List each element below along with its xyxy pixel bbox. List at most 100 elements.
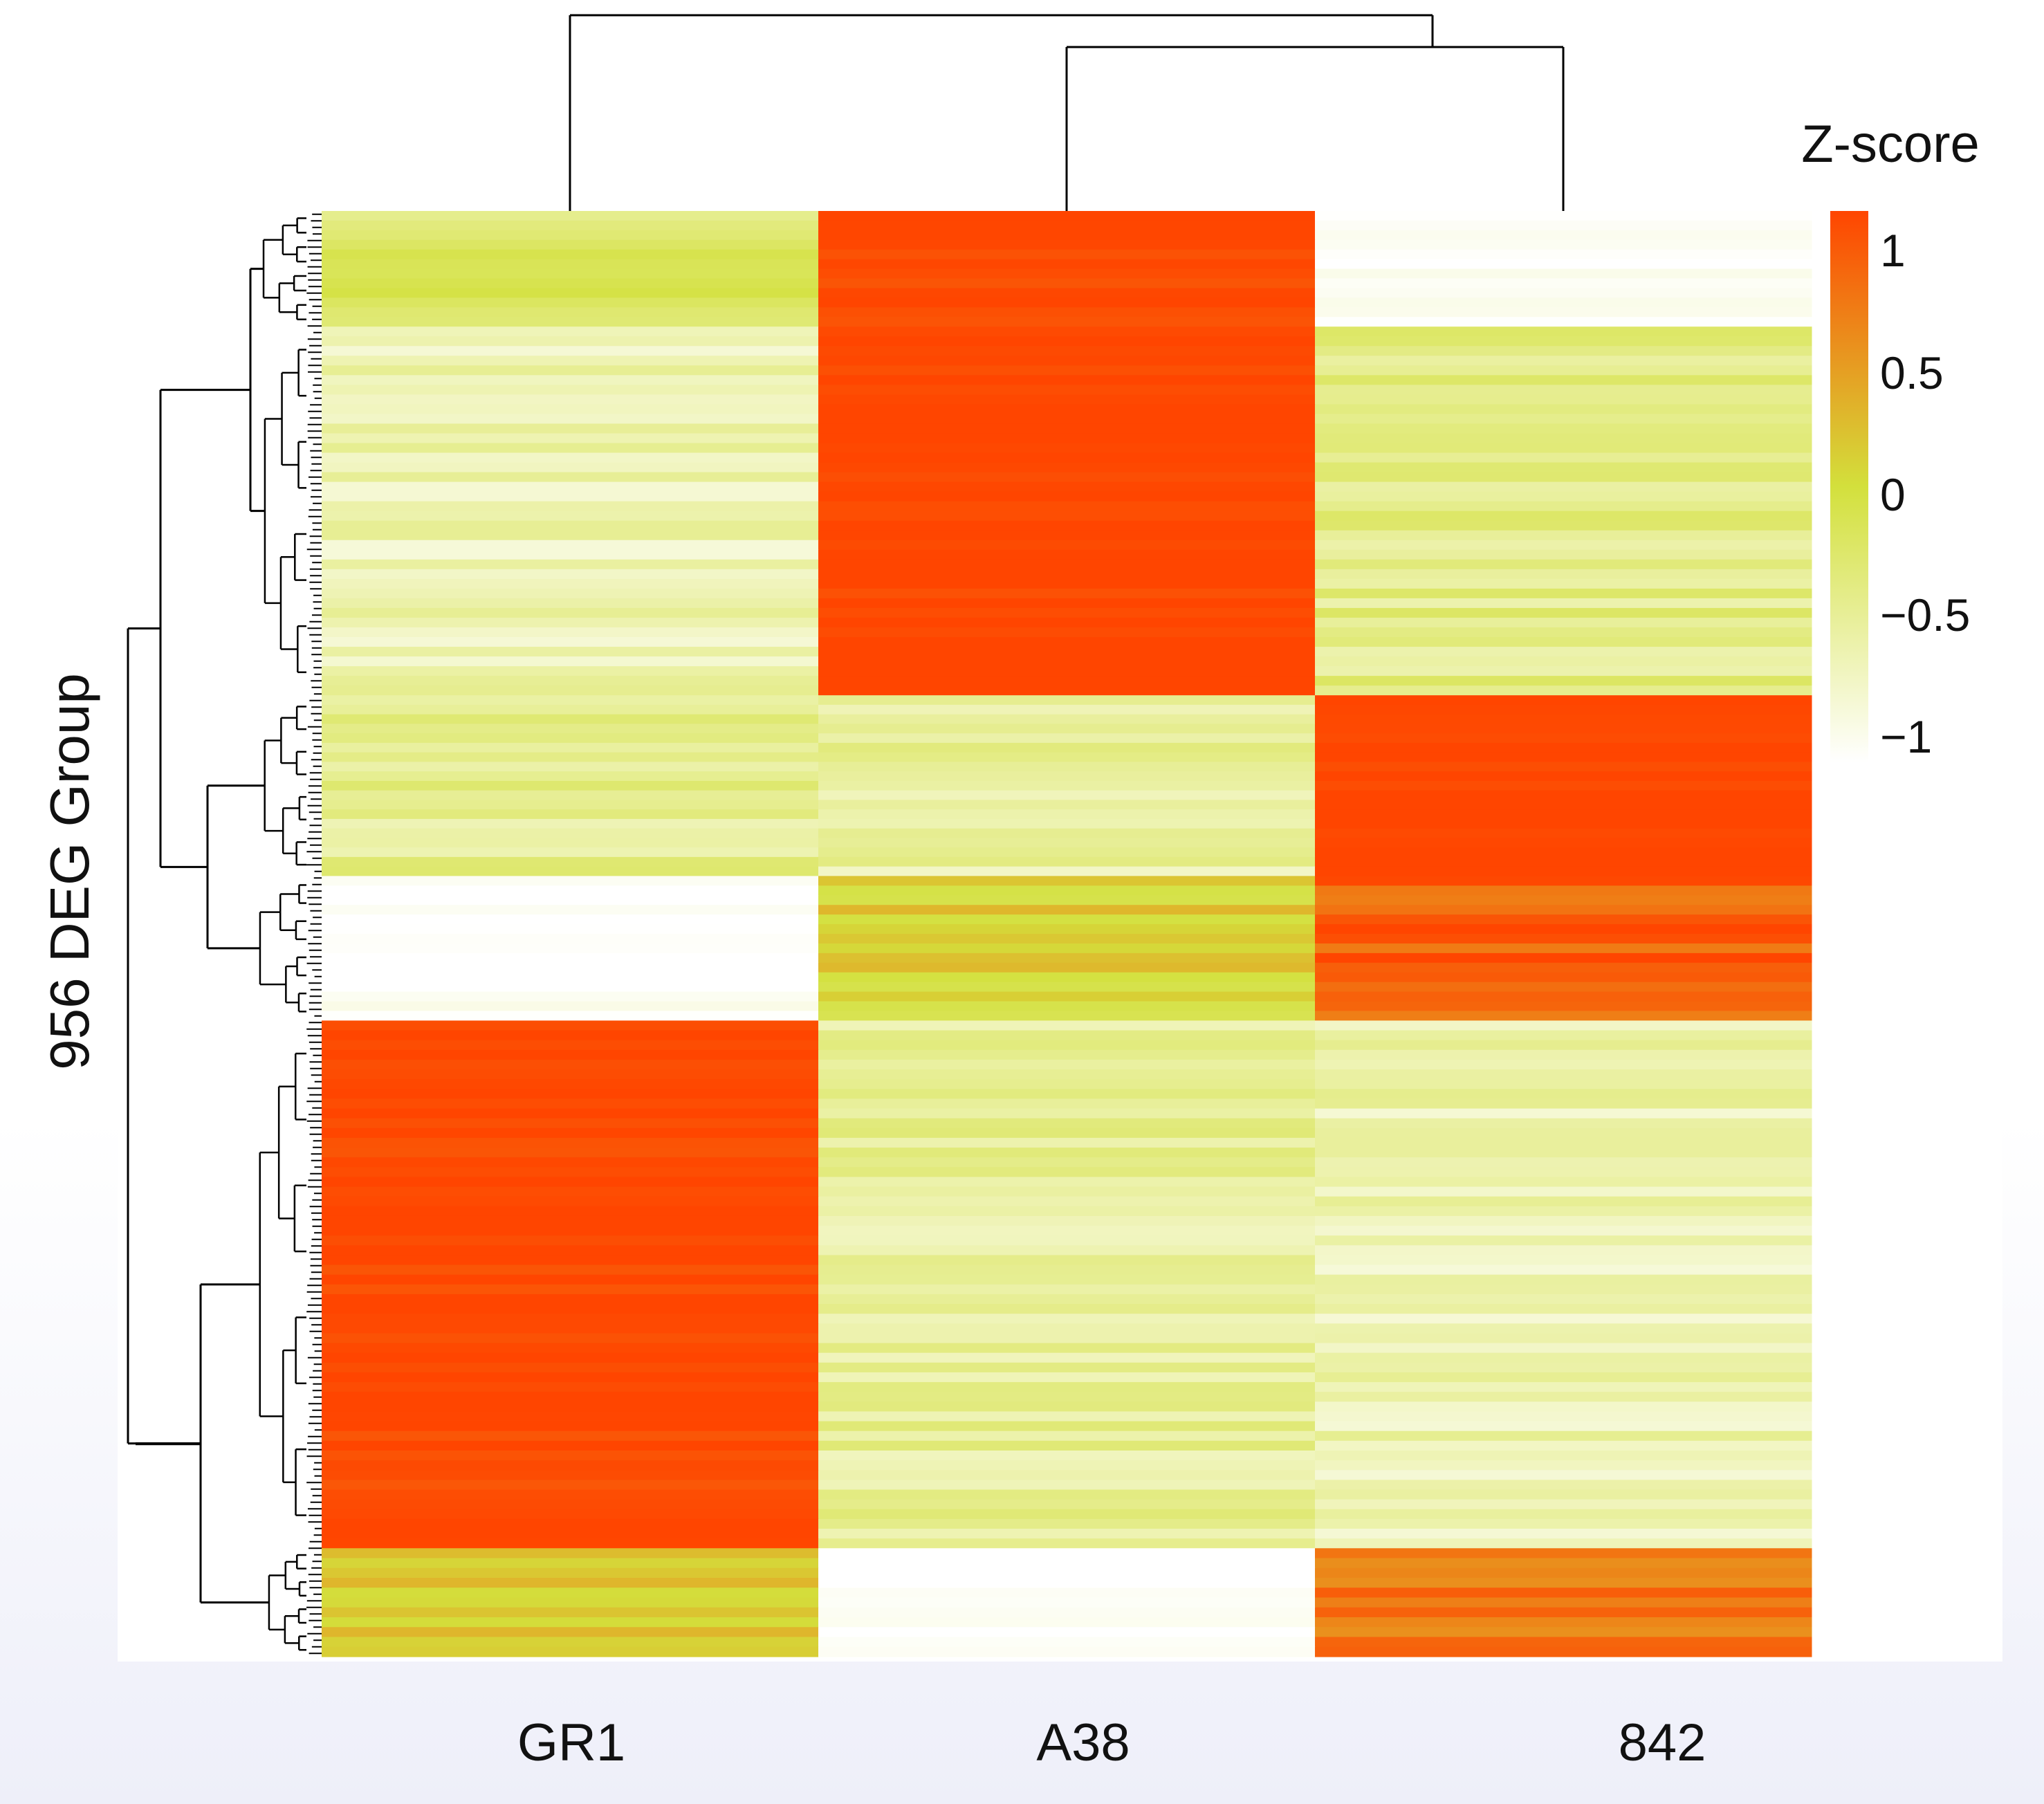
heatmap-cell <box>322 394 819 405</box>
heatmap-cell <box>322 876 819 886</box>
heatmap-cell <box>322 375 819 385</box>
heatmap-cell <box>818 1548 1316 1558</box>
heatmap-cell <box>1315 676 1812 686</box>
heatmap-cell <box>1315 240 1812 250</box>
heatmap-cell <box>818 695 1316 705</box>
heatmap-cell <box>1315 1197 1812 1207</box>
heatmap-cell <box>818 414 1316 424</box>
heatmap-cell <box>322 1002 819 1012</box>
heatmap-cell <box>322 781 819 791</box>
heatmap-cell <box>818 1333 1316 1343</box>
heatmap-cell <box>322 1441 819 1451</box>
heatmap-cell <box>322 1608 819 1618</box>
heatmap-cell <box>1315 589 1812 599</box>
heatmap-cell <box>1315 1411 1812 1421</box>
heatmap-cell <box>818 1148 1316 1158</box>
heatmap-cell <box>322 627 819 638</box>
heatmap-cell <box>818 1314 1316 1324</box>
heatmap-cell <box>322 1060 819 1070</box>
heatmap-cell <box>1315 1187 1812 1197</box>
heatmap-cell <box>322 847 819 857</box>
heatmap-cell <box>818 569 1316 580</box>
heatmap-cell <box>818 1089 1316 1099</box>
heatmap-cell <box>1315 259 1812 270</box>
heatmap-cell <box>1315 905 1812 915</box>
heatmap-cell <box>818 771 1316 781</box>
heatmap-cell <box>1315 346 1812 356</box>
heatmap-cell <box>1315 934 1812 944</box>
heatmap-cell <box>1315 1285 1812 1295</box>
heatmap-cell <box>818 1363 1316 1373</box>
heatmap-cell <box>1315 336 1812 347</box>
heatmap-cell <box>1315 394 1812 405</box>
heatmap-cell <box>322 1411 819 1421</box>
heatmap-cell <box>322 404 819 414</box>
heatmap-cell <box>1315 1226 1812 1236</box>
heatmap-cell <box>322 914 819 925</box>
heatmap-cell <box>322 1216 819 1226</box>
heatmap-cell <box>818 676 1316 686</box>
heatmap-cell <box>1315 423 1812 434</box>
heatmap-cell <box>818 1275 1316 1285</box>
heatmap-cell <box>322 579 819 589</box>
heatmap-cell <box>1315 1069 1812 1080</box>
heatmap-cell <box>818 346 1316 356</box>
heatmap-cell <box>322 1031 819 1041</box>
heatmap-cell <box>1315 1109 1812 1119</box>
heatmap-cell <box>1315 857 1812 867</box>
heatmap-cell <box>322 550 819 560</box>
heatmap-cell <box>818 492 1316 502</box>
heatmap-cell <box>818 1197 1316 1207</box>
legend-tick-label: 0 <box>1880 469 1906 520</box>
heatmap-cell <box>1315 211 1812 221</box>
heatmap-cell <box>818 250 1316 260</box>
heatmap-cell <box>322 1011 819 1021</box>
heatmap-cell <box>322 953 819 964</box>
heatmap-cell <box>1315 1265 1812 1276</box>
heatmap-cell <box>1315 838 1812 847</box>
heatmap-cell <box>818 1372 1316 1383</box>
heatmap-cell <box>818 1245 1316 1255</box>
heatmap-cell <box>1315 1353 1812 1363</box>
heatmap-cell <box>322 1382 819 1392</box>
heatmap-cells <box>322 211 1812 1657</box>
heatmap-cell <box>322 733 819 743</box>
heatmap-cell <box>322 771 819 781</box>
heatmap-cell <box>322 934 819 944</box>
heatmap-cell <box>322 1343 819 1354</box>
heatmap-cell <box>1315 1011 1812 1021</box>
heatmap-cell <box>818 1285 1316 1295</box>
heatmap-cell <box>322 569 819 580</box>
heatmap-cell <box>818 1578 1316 1588</box>
heatmap-cell <box>1315 250 1812 260</box>
heatmap-cell <box>1315 982 1812 993</box>
heatmap-cell <box>1315 627 1812 638</box>
heatmap-cell <box>322 1138 819 1148</box>
heatmap-cell <box>322 944 819 954</box>
heatmap-cell <box>1315 743 1812 753</box>
heatmap-cell <box>322 589 819 599</box>
heatmap-cell <box>1315 1460 1812 1471</box>
heatmap-cell <box>818 375 1316 385</box>
heatmap-cell <box>1315 791 1812 800</box>
heatmap-cell <box>1315 1343 1812 1354</box>
heatmap-cell <box>818 482 1316 493</box>
heatmap-cell <box>1315 1235 1812 1246</box>
heatmap-cell <box>322 1480 819 1490</box>
heatmap-cell <box>1315 1304 1812 1314</box>
heatmap-cell <box>322 1020 819 1031</box>
heatmap-cell <box>322 279 819 289</box>
heatmap-cell <box>818 423 1316 434</box>
heatmap-cell <box>818 685 1316 696</box>
heatmap-cell <box>322 531 819 541</box>
heatmap-cell <box>1315 375 1812 385</box>
heatmap-cell <box>322 838 819 847</box>
heatmap-cell <box>1315 1089 1812 1099</box>
heatmap-cell <box>1315 1480 1812 1490</box>
heatmap-cell <box>818 895 1316 905</box>
heatmap-cell <box>1315 463 1812 473</box>
heatmap-cell <box>818 1489 1316 1500</box>
heatmap-cell <box>322 472 819 483</box>
heatmap-cell <box>322 1167 819 1177</box>
heatmap-cell <box>322 501 819 512</box>
